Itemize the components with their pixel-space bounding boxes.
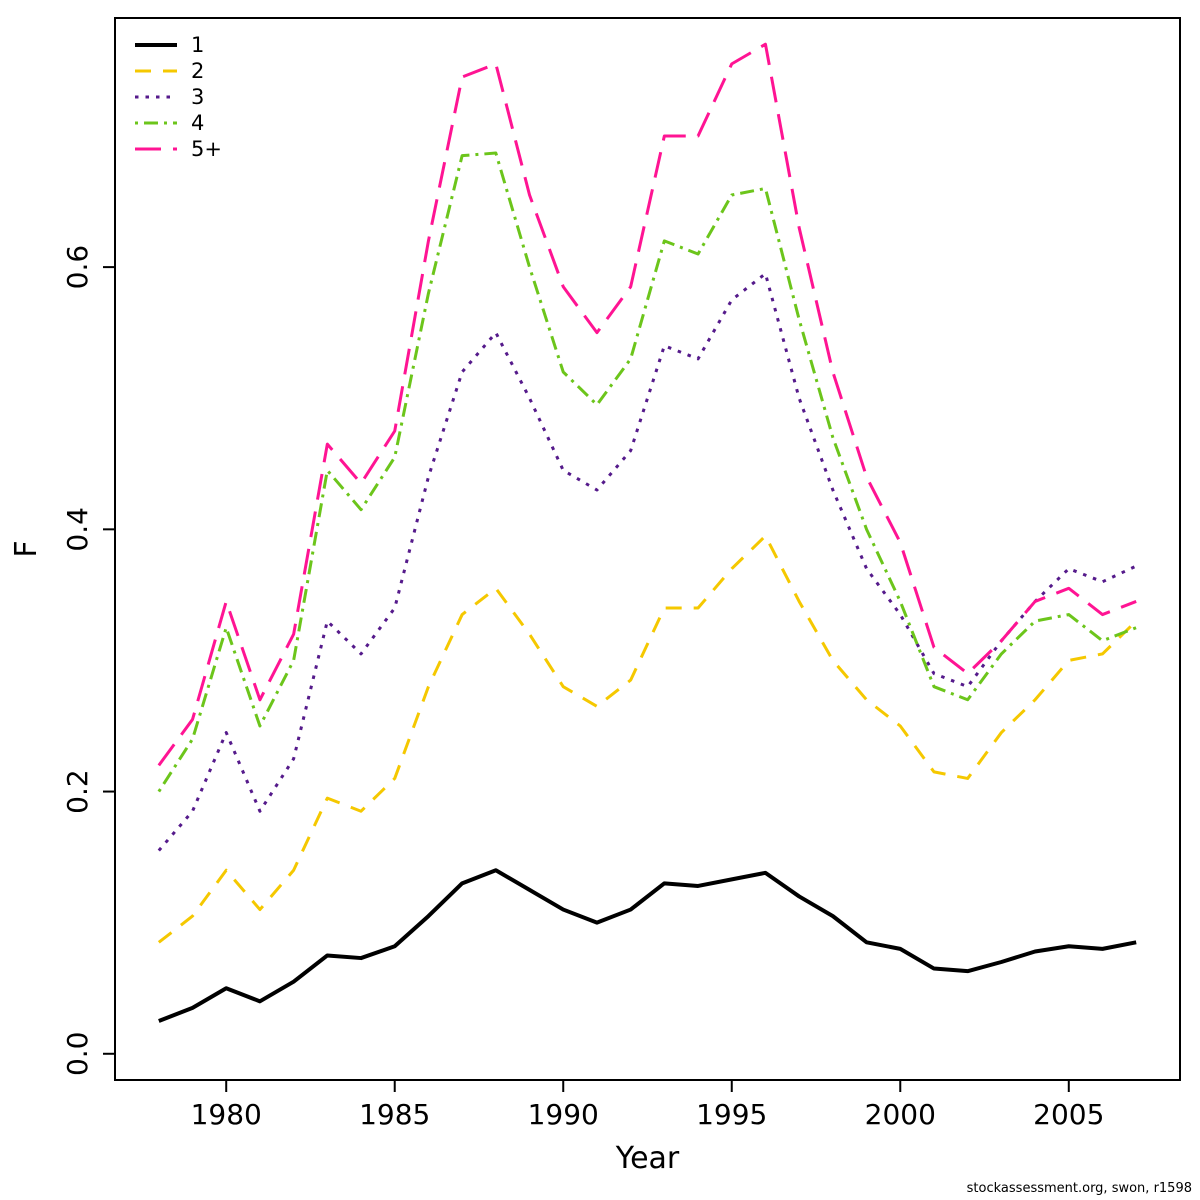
series-line-4	[157, 151, 1137, 793]
y-tick-label: 0.0	[61, 1032, 94, 1077]
x-axis-title: Year	[615, 1141, 680, 1176]
y-axis-title: F	[9, 540, 44, 557]
legend-label-2: 2	[191, 59, 204, 83]
y-tick-label: 0.6	[61, 245, 94, 290]
legend-label-3: 3	[191, 85, 204, 109]
x-tick-label: 2000	[865, 1098, 936, 1131]
plot-frame	[114, 17, 1181, 1081]
series-line-5plus	[157, 42, 1137, 767]
credit-text: stockassessment.org, swon, r1598	[966, 1181, 1192, 1196]
legend-label-4: 4	[191, 111, 204, 135]
series-line-1	[158, 868, 1137, 1023]
legend-label-1: 1	[191, 33, 204, 57]
x-tick-label: 2005	[1033, 1098, 1104, 1131]
x-tick-label: 1990	[528, 1098, 599, 1131]
x-tick-label: 1980	[191, 1098, 262, 1131]
x-tick-label: 1985	[359, 1098, 430, 1131]
legend-label-5plus: 5+	[191, 137, 222, 161]
x-tick-label: 1995	[696, 1098, 767, 1131]
series-line-2	[157, 534, 1138, 944]
y-tick-label: 0.2	[61, 769, 94, 814]
y-tick-label: 0.4	[61, 507, 94, 552]
